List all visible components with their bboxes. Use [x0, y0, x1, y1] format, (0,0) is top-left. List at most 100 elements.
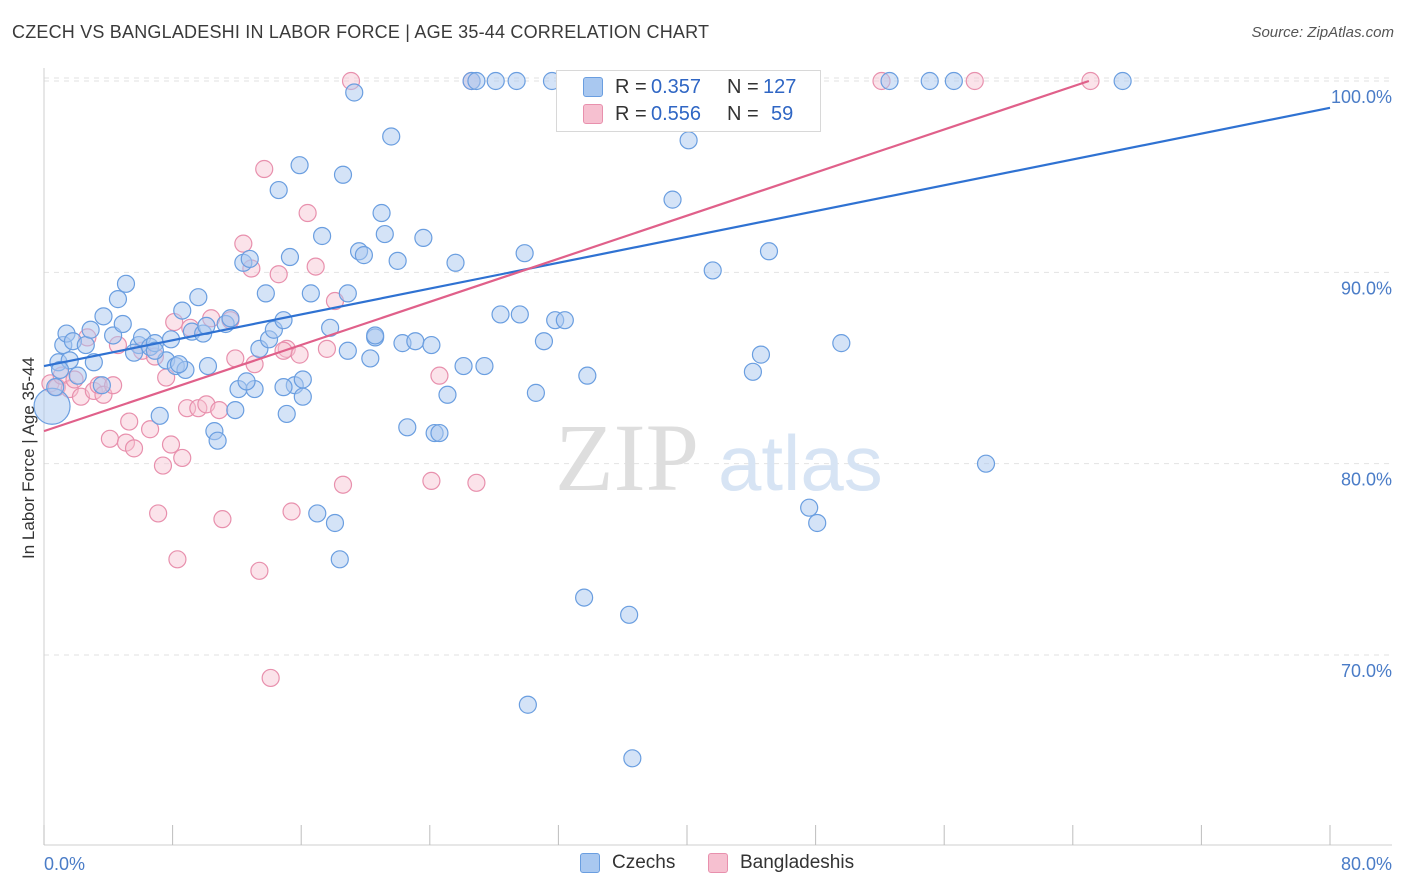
- tick-labels: 70.0% 80.0% 90.0% 100.0% 0.0% 80.0%: [44, 87, 1392, 874]
- czech-point: [663, 190, 682, 209]
- czech-point: [277, 404, 296, 424]
- czech-point: [76, 335, 95, 355]
- czech-point: [301, 284, 320, 303]
- czech-point: [507, 71, 526, 91]
- czech-point: [330, 550, 349, 569]
- czech-point: [438, 385, 457, 404]
- x-tick-label-start: 0.0%: [44, 854, 85, 874]
- bangladeshi-point: [234, 234, 253, 253]
- czech-point: [515, 244, 534, 263]
- czech-point: [743, 362, 763, 381]
- legend-row-bangladeshis: R = 0.556 N = 59: [583, 101, 813, 127]
- czech-point: [944, 71, 963, 91]
- y-tick-label: 80.0%: [1341, 470, 1392, 490]
- czech-point: [575, 588, 594, 607]
- czech-point: [173, 301, 192, 320]
- czech-point: [354, 246, 373, 265]
- czech-point: [382, 127, 401, 146]
- bangladeshi-point: [120, 412, 139, 431]
- czechs-swatch: [583, 77, 603, 97]
- bangladeshis-legend-label: Bangladeshis: [740, 852, 855, 873]
- czech-point: [189, 288, 208, 307]
- czechs-r-label: R =: [615, 75, 647, 98]
- bangladeshis-swatch: [583, 104, 603, 124]
- czech-point: [46, 378, 65, 397]
- czechs-r-value: 0.357: [651, 75, 702, 98]
- trend-lines: [43, 79, 1331, 433]
- bangladeshi-point: [298, 203, 317, 223]
- czech-point: [240, 249, 259, 269]
- czech-point: [81, 320, 100, 339]
- bangladeshi-point: [140, 420, 160, 439]
- y-tick-label: 70.0%: [1341, 661, 1392, 681]
- czech-point: [113, 314, 132, 334]
- czech-point: [293, 387, 312, 406]
- bangladeshi-point: [965, 71, 984, 91]
- bangladeshi-point: [333, 475, 353, 494]
- bangladeshis-r-value: 0.556: [651, 102, 702, 125]
- axes: [43, 68, 1392, 846]
- bangladeshi-point: [250, 561, 269, 580]
- bangladeshis-n-value: 59: [771, 102, 794, 125]
- czech-point: [372, 203, 391, 223]
- czech-point: [256, 284, 275, 303]
- czech-point: [221, 309, 240, 328]
- czechs-legend-label: Czechs: [612, 852, 676, 873]
- czech-point: [198, 356, 218, 376]
- bangladeshi-point: [290, 345, 309, 364]
- watermark-atlas: atlas: [718, 419, 883, 507]
- legend-row-czechs: R = 0.357 N = 127: [583, 74, 813, 100]
- watermark-zip: ZIP: [555, 404, 699, 511]
- czech-point: [422, 335, 441, 355]
- czechs-n-value: 127: [763, 75, 797, 98]
- bangladeshi-point: [317, 339, 337, 358]
- bangladeshi-point: [149, 504, 168, 523]
- bangladeshis-r-label: R =: [615, 102, 647, 125]
- czech-point: [226, 400, 245, 420]
- czech-point: [446, 253, 465, 272]
- czech-point: [808, 513, 827, 533]
- y-axis-label: In Labor Force | Age 35-44: [19, 357, 38, 559]
- czech-point: [269, 180, 288, 200]
- bangladeshi-point: [430, 366, 449, 385]
- czech-point: [751, 345, 771, 364]
- czech-point: [475, 356, 494, 376]
- bangladeshi-point: [269, 265, 288, 284]
- czech-point: [491, 305, 510, 324]
- czech-point: [703, 261, 722, 280]
- czech-point: [333, 165, 353, 184]
- czech-point: [361, 349, 380, 368]
- czech-point: [880, 71, 899, 91]
- stats-legend: R = 0.357 N = 127 R = 0.556 N = 59: [556, 70, 821, 132]
- czech-point: [308, 504, 327, 523]
- czech-point: [430, 423, 449, 443]
- legend-item-czechs[interactable]: Czechs: [580, 852, 675, 874]
- bangladeshi-point: [467, 473, 486, 492]
- czech-point: [68, 366, 87, 385]
- czech-point: [388, 251, 407, 270]
- bangladeshi-point: [173, 448, 192, 468]
- czech-point: [467, 71, 486, 91]
- y-tick-label: 90.0%: [1341, 278, 1392, 298]
- czech-point: [398, 418, 417, 437]
- bangladeshi-point: [213, 510, 232, 529]
- y-tick-label: 100.0%: [1331, 87, 1392, 107]
- bangladeshi-point: [1081, 71, 1100, 91]
- bangladeshi-point: [255, 159, 274, 179]
- czech-point: [280, 247, 300, 267]
- czech-point: [623, 749, 642, 768]
- czech-point: [290, 156, 309, 175]
- czech-point: [679, 131, 698, 150]
- czech-point: [976, 454, 996, 473]
- bangladeshi-point: [261, 668, 280, 688]
- watermark: ZIP atlas: [555, 404, 883, 511]
- czech-point: [237, 372, 256, 391]
- czech-point: [338, 341, 357, 360]
- czech-point: [920, 71, 939, 91]
- legend-item-bangladeshis[interactable]: Bangladeshis: [708, 852, 854, 874]
- bangladeshi-point: [282, 502, 301, 521]
- bangladeshi-point: [422, 471, 441, 490]
- czech-point: [345, 83, 364, 102]
- czech-point: [800, 498, 819, 517]
